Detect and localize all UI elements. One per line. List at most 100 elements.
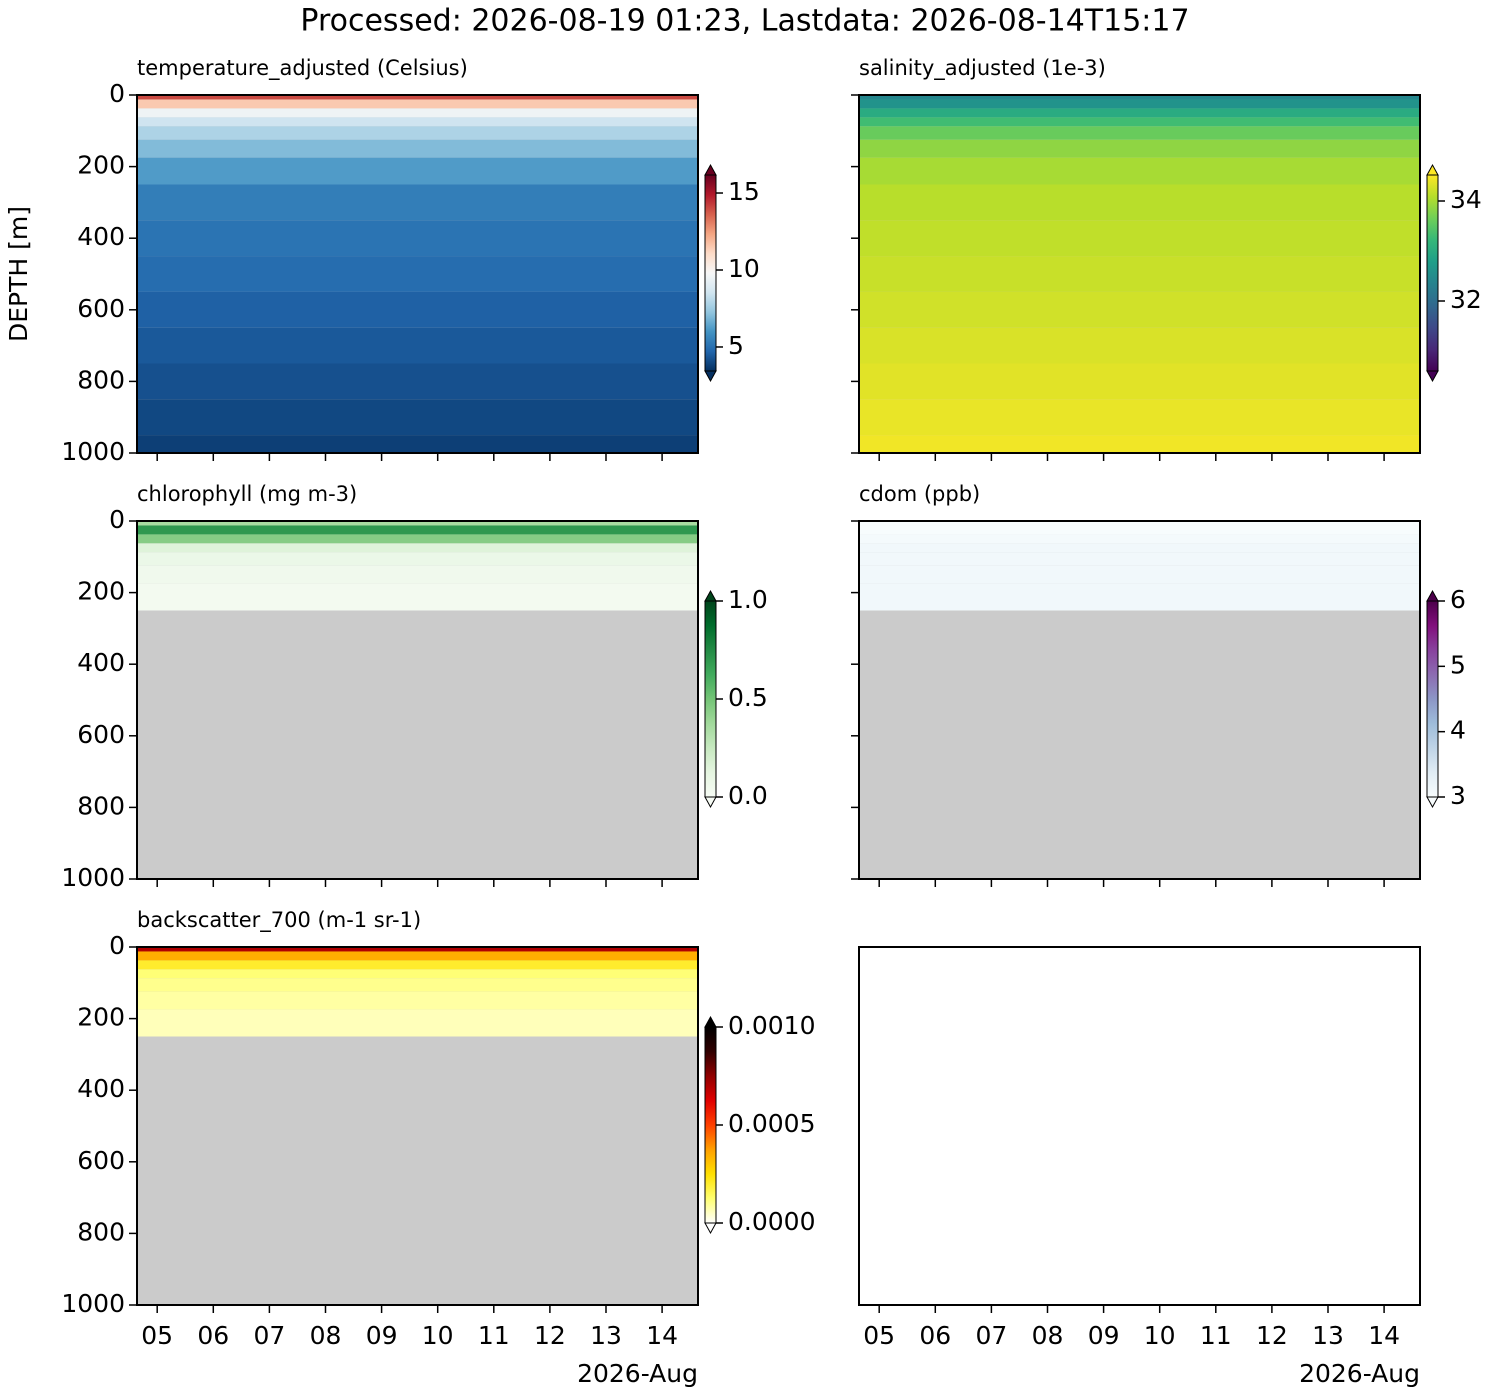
heatmap-band	[137, 291, 698, 328]
colorbar-tick-label: 5	[728, 331, 744, 360]
panel-title: chlorophyll (mg m-3)	[137, 482, 357, 506]
heatmap-band	[859, 126, 1420, 140]
y-axis-label: DEPTH [m]	[4, 206, 33, 342]
y-tick-label: 200	[77, 577, 125, 606]
heatmap-band	[137, 521, 698, 526]
heatmap-band	[859, 220, 1420, 257]
y-tick-label: 600	[77, 294, 125, 323]
colorbar-tick-label: 0.0010	[728, 1011, 815, 1040]
heatmap-band	[137, 139, 698, 158]
heatmap-band	[137, 951, 698, 961]
y-tick-label: 800	[77, 365, 125, 394]
plot-frame	[858, 946, 1421, 1306]
colorbar-extend-bottom	[704, 1222, 717, 1235]
heatmap-band	[137, 157, 698, 185]
heatmap-band	[137, 95, 698, 100]
colorbar-tick-label: 1.0	[728, 585, 768, 614]
heatmap-band	[859, 543, 1420, 553]
colorbar-extend-top	[1426, 163, 1439, 176]
x-tick-label: 10	[422, 1321, 454, 1350]
heatmap-band	[859, 291, 1420, 328]
heatmap-band	[137, 583, 698, 611]
plot-frame	[858, 520, 1421, 880]
panel-title: backscatter_700 (m-1 sr-1)	[137, 908, 421, 933]
heatmap-band	[859, 139, 1420, 158]
x-tick-label: 07	[975, 1321, 1007, 1350]
plot-frame	[136, 94, 699, 454]
panel-title: salinity_adjusted (1e-3)	[859, 56, 1106, 81]
colorbar-tick-label: 6	[1450, 585, 1466, 614]
heatmap-band	[137, 947, 698, 952]
x-tick-label: 11	[1200, 1321, 1232, 1350]
heatmap-band	[137, 126, 698, 140]
y-tick-label: 200	[77, 151, 125, 180]
colorbar	[704, 174, 717, 372]
x-tick-label: 14	[646, 1321, 678, 1350]
x-tick-label: 09	[366, 1321, 398, 1350]
heatmap-band	[137, 1009, 698, 1037]
heatmap-band	[859, 99, 1420, 109]
colorbar-tick-label: 15	[728, 177, 760, 206]
heatmap-band	[137, 99, 698, 109]
heatmap-band	[137, 969, 698, 979]
colorbar-tick-label: 34	[1450, 185, 1482, 214]
heatmap-band	[137, 184, 698, 221]
y-tick-label: 200	[77, 1003, 125, 1032]
heatmap-band	[859, 525, 1420, 535]
heatmap-band	[137, 399, 698, 436]
y-tick-label: 600	[77, 1146, 125, 1175]
colorbar-tick-label: 0.0000	[728, 1207, 815, 1236]
plot-frame	[136, 520, 699, 880]
colorbar-extend-top	[704, 163, 717, 176]
x-tick-label: 14	[1368, 1321, 1400, 1350]
x-tick-label: 11	[478, 1321, 510, 1350]
x-tick-label: 07	[253, 1321, 285, 1350]
heatmap-band	[137, 960, 698, 970]
colorbar-tick-label: 32	[1450, 285, 1482, 314]
colorbar-tick-label: 0.5	[728, 683, 768, 712]
x-tick-label: 05	[863, 1321, 895, 1350]
heatmap-band	[859, 184, 1420, 221]
y-tick-label: 400	[77, 1074, 125, 1103]
y-tick-label: 600	[77, 720, 125, 749]
y-tick-label: 0	[109, 505, 125, 534]
colorbar-extend-bottom	[1426, 796, 1439, 809]
y-tick-label: 0	[109, 79, 125, 108]
heatmap-band	[859, 256, 1420, 292]
y-tick-label: 1000	[61, 1289, 125, 1318]
heatmap-band	[859, 117, 1420, 127]
heatmap-band	[859, 552, 1420, 566]
heatmap-band	[137, 327, 698, 364]
y-tick-label: 1000	[61, 863, 125, 892]
heatmap-band	[137, 363, 698, 400]
x-axis-offset-label: 2026-Aug	[1299, 1359, 1420, 1388]
x-tick-label: 13	[590, 1321, 622, 1350]
heatmap-band	[137, 220, 698, 257]
y-tick-label: 800	[77, 791, 125, 820]
colorbar-extend-top	[704, 1015, 717, 1028]
heatmap-band	[137, 108, 698, 118]
heatmap-band	[859, 95, 1420, 100]
colorbar-extend-top	[1426, 589, 1439, 602]
heatmap-band	[859, 157, 1420, 185]
heatmap-band	[137, 435, 698, 453]
x-tick-label: 06	[919, 1321, 951, 1350]
heatmap-band	[859, 327, 1420, 364]
colorbar-extend-bottom	[1426, 370, 1439, 383]
x-tick-label: 13	[1312, 1321, 1344, 1350]
y-tick-label: 1000	[61, 437, 125, 466]
x-tick-label: 10	[1144, 1321, 1176, 1350]
x-axis-offset-label: 2026-Aug	[577, 1359, 698, 1388]
colorbar	[1426, 600, 1439, 798]
heatmap-band	[137, 991, 698, 1010]
colorbar-extend-top	[704, 589, 717, 602]
heatmap-band	[137, 978, 698, 992]
colorbar-tick-label: 5	[1450, 650, 1466, 679]
heatmap-band	[859, 583, 1420, 611]
colorbar-tick-label: 10	[728, 254, 760, 283]
colorbar	[704, 1026, 717, 1224]
heatmap-band	[859, 399, 1420, 436]
x-tick-label: 12	[534, 1321, 566, 1350]
heatmap-band	[859, 534, 1420, 544]
